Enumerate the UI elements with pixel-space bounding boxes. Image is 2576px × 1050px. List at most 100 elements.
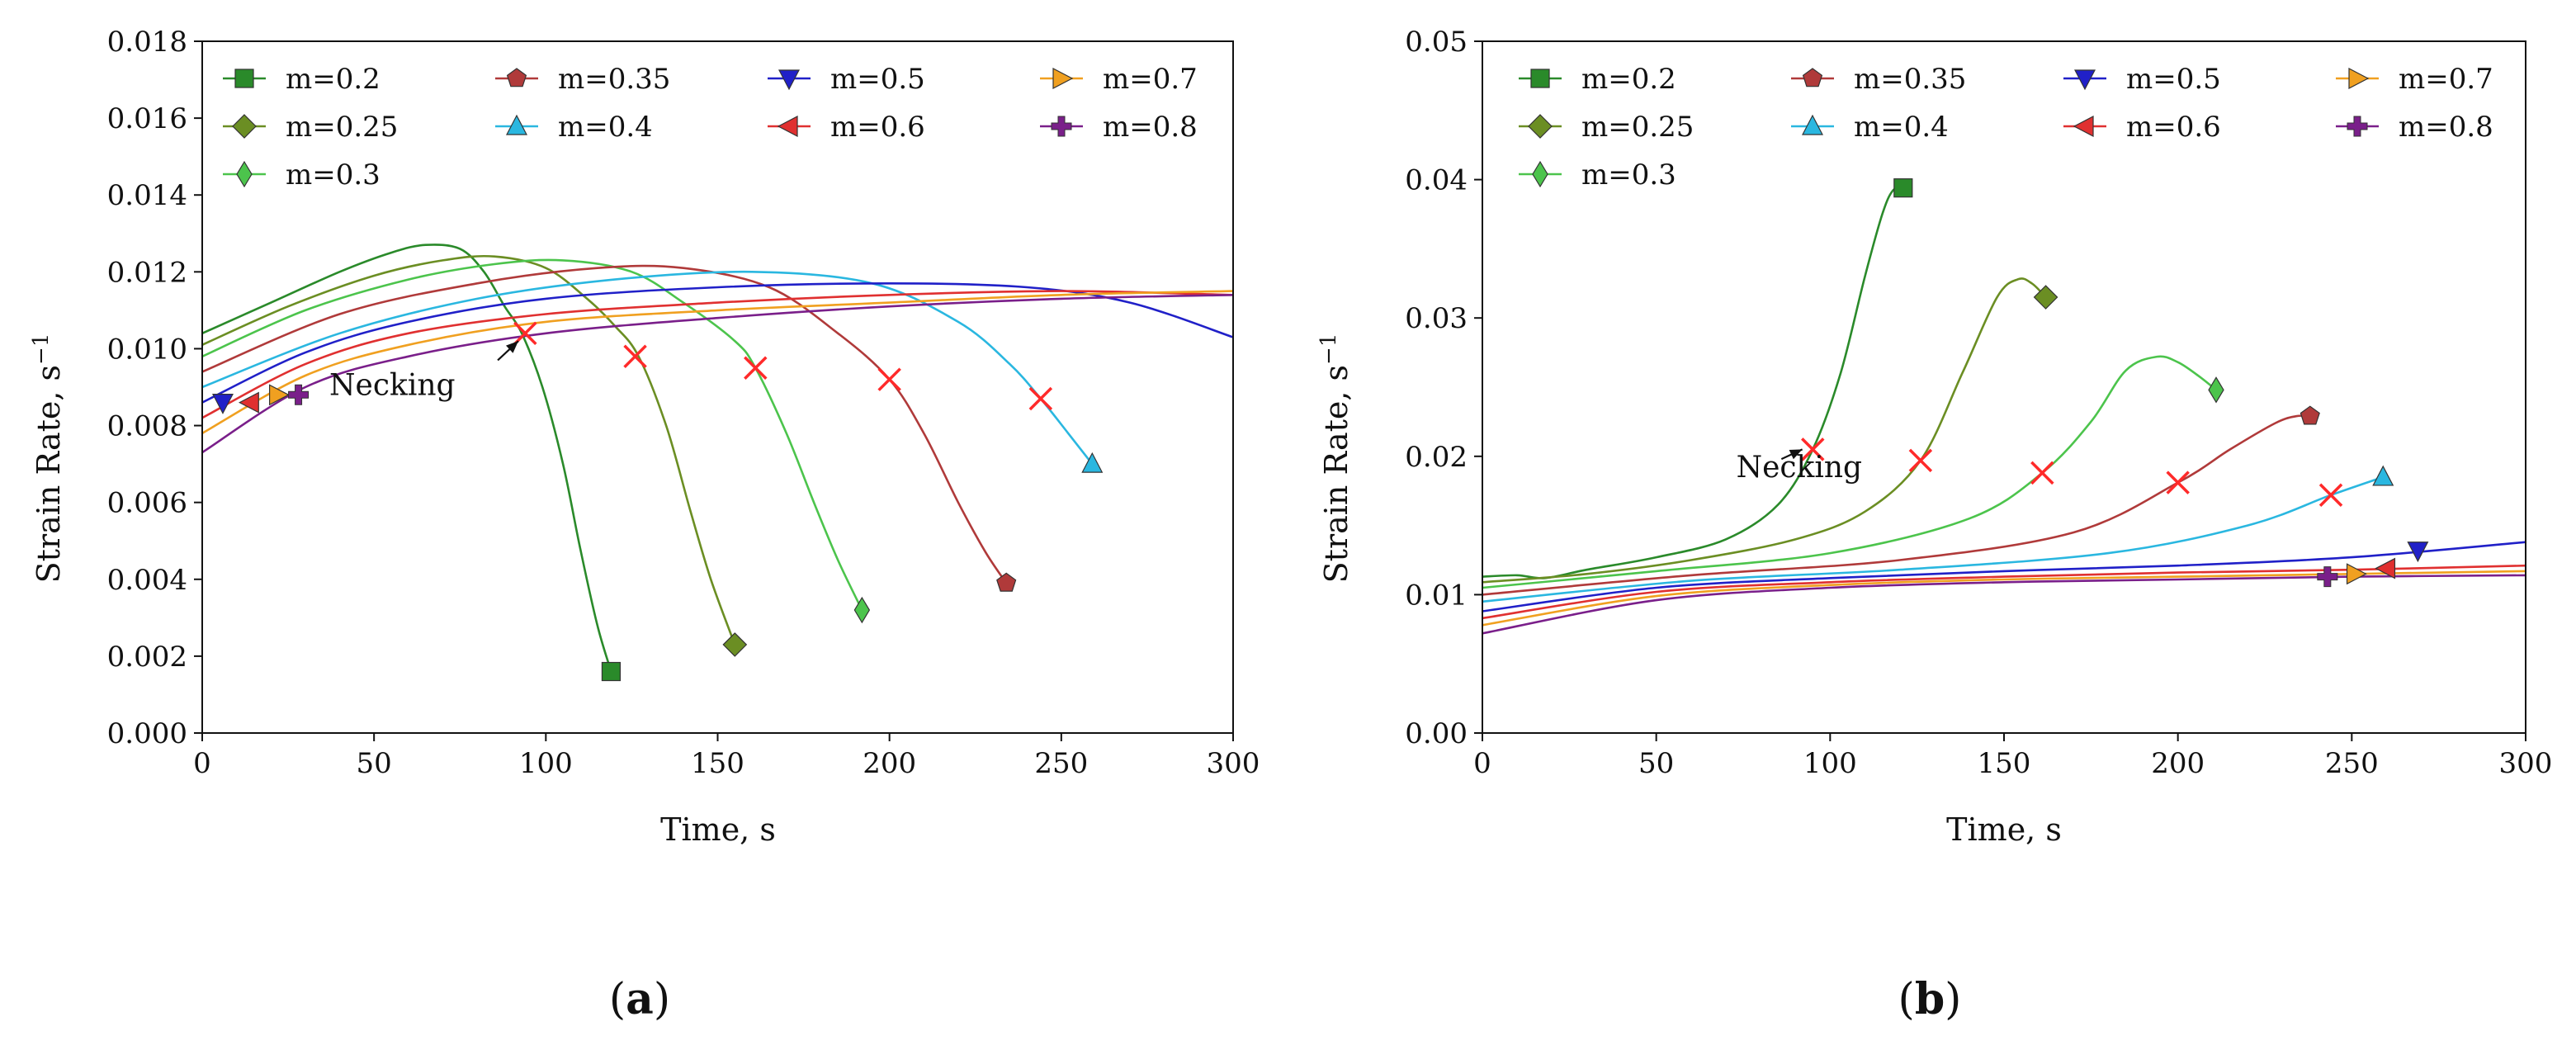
panel-b-necking-arrow-head — [1789, 449, 1803, 460]
panel-a-series-endpoint — [268, 384, 290, 406]
panel-a-ytick-label: 0.016 — [107, 102, 187, 135]
panel-b-series-line — [1482, 475, 2384, 603]
panel-b-necking-marker — [2318, 483, 2343, 507]
panel-a-legend-label: m=0.8 — [1103, 111, 1198, 144]
panel-b-xtick-label: 100 — [1803, 747, 1857, 780]
panel-a-series-line — [202, 290, 1233, 419]
panel-a-legend-marker — [1051, 116, 1072, 137]
panel-b-legend-marker — [1530, 69, 1550, 88]
panel-a-legend-label: m=0.5 — [830, 63, 925, 96]
panel-a-series-line — [202, 254, 736, 646]
panel-a-ytick-label: 0.004 — [107, 564, 187, 597]
panel-b-ytick-label: 0.02 — [1405, 441, 1468, 474]
panel-a-series-endpoint — [288, 384, 310, 405]
panel-a-legend-marker — [506, 68, 527, 88]
panel-b-series-line — [1482, 187, 1904, 579]
panel-a-legend-marker — [777, 116, 798, 137]
panel-b-series-endpoint — [2033, 285, 2058, 310]
panel-b-legend-marker — [2073, 116, 2094, 137]
panel-b-series-endpoint — [1893, 178, 1913, 198]
panel-b-necking-marker — [2166, 471, 2190, 494]
panel-b-ytick-label: 0.04 — [1405, 164, 1468, 197]
panel-b-legend-label: m=0.8 — [2399, 111, 2493, 144]
panel-b-ylabel: Strain Rate, s−1 — [1316, 333, 1354, 584]
panel-a-ytick-label: 0.018 — [107, 26, 187, 59]
panel-a-series-line — [202, 294, 1233, 454]
panel-b-legend-label: m=0.4 — [1854, 111, 1949, 144]
panel-a-legend-label: m=0.7 — [1103, 63, 1198, 96]
panel-a-ytick-label: 0.002 — [107, 641, 187, 674]
panel-a-ytick-label: 0.012 — [107, 256, 187, 289]
panel-a-legend-marker — [778, 69, 800, 91]
panel-b-xtick-label: 250 — [2325, 747, 2379, 780]
panel-a-series-endpoint — [722, 632, 748, 657]
panel-b-series-group — [1482, 187, 2526, 635]
panel-a-series-line — [202, 290, 1233, 435]
panel-b-series-line — [1482, 277, 2047, 584]
panel-b-legend-label: m=0.6 — [2126, 111, 2221, 144]
panel-a-series-endpoint — [601, 661, 622, 682]
panel-a-caption: (a) — [609, 974, 670, 1024]
panel-a-legend-label: m=0.25 — [286, 111, 398, 144]
panel-b-necking-marker — [2030, 461, 2054, 485]
panel-a-ylabel: Strain Rate, s−1 — [29, 333, 67, 584]
panel-a-frame — [201, 40, 1234, 734]
panel-a-legend-label: m=0.3 — [286, 158, 380, 192]
panel-a-legend-marker — [236, 160, 253, 188]
panel-b-series-endpoint — [2375, 557, 2396, 579]
panel-a-ytick-label: 0.006 — [107, 487, 187, 520]
panel-a-legend-label: m=0.6 — [830, 111, 925, 144]
panel-b-xtick-label: 200 — [2151, 747, 2205, 780]
panel-a-necking-marker — [623, 344, 647, 368]
panel-a-necking-marker — [513, 321, 537, 346]
panel-b-necking-label: Necking — [1737, 451, 1863, 485]
panel-a-series-endpoint — [238, 391, 259, 414]
panel-a-necking-arrow-head — [505, 341, 519, 353]
panel-b-legend-marker — [1802, 68, 1823, 88]
panel-b-frame — [1482, 40, 2526, 734]
panel-b-series-endpoint — [2407, 542, 2429, 563]
panel-a: 0 50 100 150 200 250 300 0.000 0.002 0.004 0.006 0.… — [29, 26, 1260, 1024]
panel-b-legend-marker — [1532, 160, 1548, 188]
panel-b-series-line — [1482, 414, 2310, 596]
panel-a-xtick-label: 0 — [193, 747, 211, 780]
panel-a-xtick-label: 100 — [519, 747, 573, 780]
panel-a-ytick-label: 0.010 — [107, 333, 187, 366]
panel-a-ytick-label: 0.008 — [107, 410, 187, 443]
panel-b-xtick-label: 300 — [2499, 747, 2553, 780]
panel-b-plot-area: 0 50 100 150 200 250 300 0.00 0.01 0.02 0.03 0.04 0.… — [1405, 26, 2552, 780]
panel-b-series-line — [1482, 574, 2526, 635]
panel-b-legend-label: m=0.25 — [1581, 111, 1694, 144]
panel-b-xtick-label: 150 — [1978, 747, 2031, 780]
panel-a-legend-label: m=0.2 — [286, 63, 380, 96]
panel-b-series-line — [1482, 541, 2526, 612]
panel-a-series-endpoint — [853, 596, 871, 624]
panel-a-necking-marker — [877, 367, 901, 391]
panel-a-series-line — [202, 258, 863, 611]
panel-b-series-endpoint — [2346, 563, 2367, 585]
panel-a-xtick-label: 250 — [1034, 747, 1088, 780]
panel-a-series-endpoint — [996, 572, 1017, 592]
panel-a-series-endpoint — [1081, 452, 1104, 473]
panel-a-legend-marker — [234, 69, 254, 88]
panel-b-legend-marker — [2074, 69, 2096, 91]
panel-b-ytick-label: 0.00 — [1405, 717, 1468, 750]
panel-a-xtick-label: 300 — [1207, 747, 1260, 780]
panel-b-legend-label: m=0.2 — [1581, 63, 1676, 96]
panel-b-series-endpoint — [2299, 405, 2320, 425]
panel-a-xtick-label: 200 — [863, 747, 916, 780]
panel-b-legend-label: m=0.5 — [2126, 63, 2221, 96]
panel-a-ytick-label: 0.000 — [107, 717, 187, 750]
panel-b-legend-label: m=0.3 — [1581, 158, 1676, 192]
panel-b-legend-label: m=0.7 — [2399, 63, 2493, 96]
panel-b-legend-marker — [1802, 114, 1823, 135]
panel-b-necking-marker — [1908, 448, 1933, 473]
panel-b-series-endpoint — [2317, 566, 2338, 588]
panel-a-ytick-label: 0.014 — [107, 179, 187, 212]
panel-a-series-line — [202, 244, 612, 672]
panel-b-legend-marker — [1528, 114, 1553, 139]
panel-a-series-line — [202, 264, 1008, 584]
panel-b-xtick-label: 0 — [1473, 747, 1491, 780]
panel-a-series-group — [202, 244, 1233, 672]
